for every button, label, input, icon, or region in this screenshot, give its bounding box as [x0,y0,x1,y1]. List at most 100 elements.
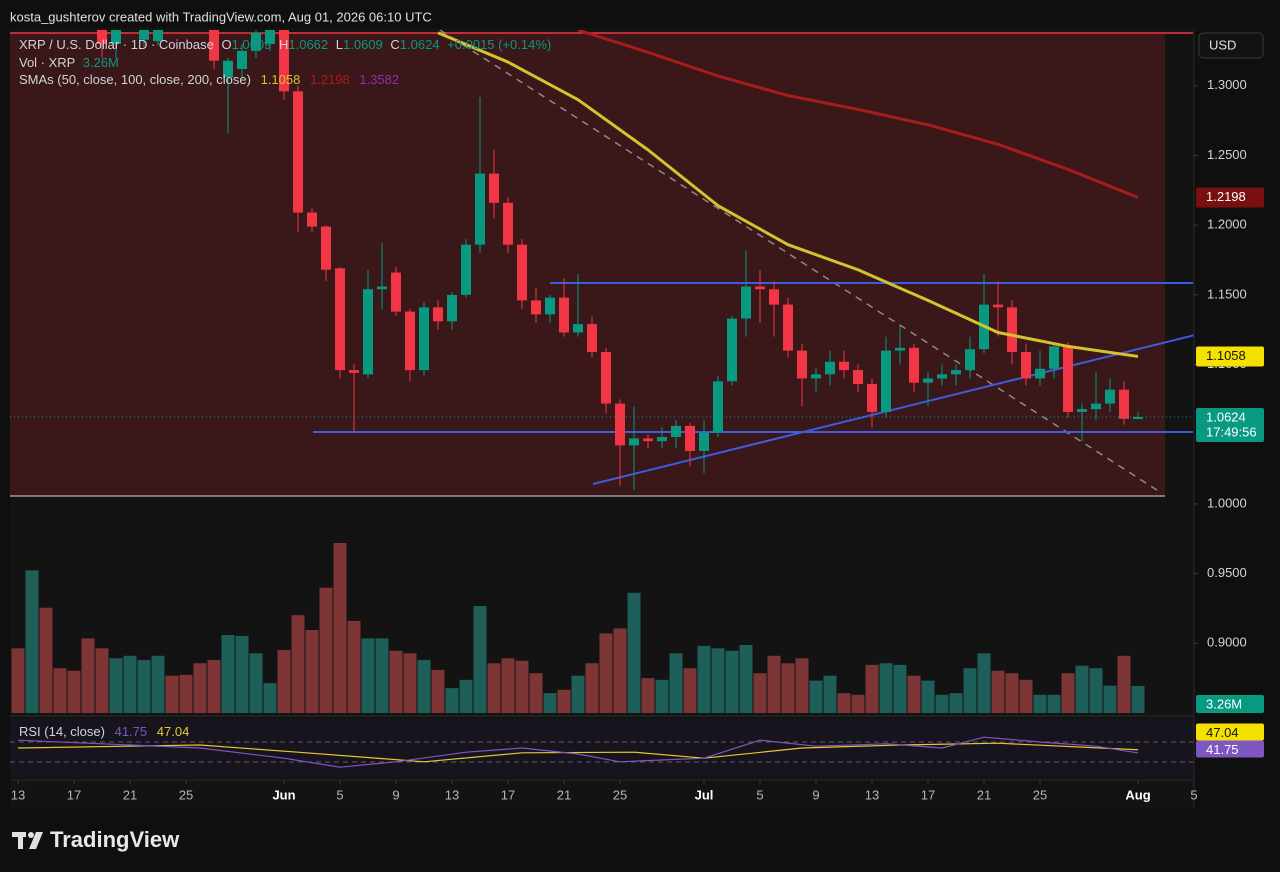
volume-bar [557,689,571,713]
price-badge [1196,695,1264,713]
low-value: 1.0609 [343,37,383,52]
candle-body [755,286,765,290]
volume-bar [711,648,725,713]
volume-bar [571,675,585,713]
rsi-legend: RSI (14, close) 41.75 47.04 [19,724,189,739]
rsi-label: RSI (14, close) [19,724,105,739]
volume-bar [935,694,949,713]
volume-bar [641,678,655,713]
x-tick-label: 25 [613,787,627,802]
volume-bar [137,659,151,713]
price-badge-label: 1.1058 [1206,348,1246,363]
candle-body [517,244,527,301]
price-badge [1196,346,1264,367]
symbol: XRP / U.S. Dollar · 1D · Coinbase [19,37,214,52]
zone [10,33,1165,496]
candle-body [895,347,905,351]
volume-bar [25,570,39,713]
candle-body [545,297,555,315]
sma-value: 1.2198 [310,72,350,87]
candle-body [853,370,863,385]
rsi-value: 41.75 [115,724,148,739]
volume-bar [95,648,109,713]
volume-bar [277,649,291,713]
y-tick-label: 1.3000 [1207,77,1247,92]
candle-body [265,30,275,44]
rsi-ma-value: 47.04 [157,724,190,739]
x-tick-label: Aug [1125,787,1150,802]
volume-bar [851,694,865,713]
o-label: O [221,37,231,52]
candle-body [447,294,457,322]
price-badge-label: 41.75 [1206,742,1239,757]
price-badge [1196,407,1264,442]
volume-bar [1089,668,1103,713]
volume-bar [627,592,641,713]
volume-bar [361,638,375,713]
volume-bar [1047,694,1061,713]
x-tick-label: 13 [445,787,459,802]
volume-bar [1019,679,1033,713]
l-label: L [336,37,343,52]
volume-bar [585,663,599,713]
currency-button[interactable] [1198,32,1264,59]
price-pane [10,30,1194,490]
y-tick-label: 0.9500 [1207,565,1247,580]
candle-body [405,311,415,371]
volume-bar [655,679,669,713]
rising-trendline [592,334,1194,485]
candle-body [909,347,919,383]
logo: TradingView [12,827,180,852]
x-tick-label: 5 [336,787,343,802]
volume-bar [1117,655,1131,713]
candle-body [881,350,891,412]
close-value: 1.0624 [400,37,440,52]
candle-body [349,370,359,373]
candle-body [97,30,107,44]
candle-body [671,425,681,438]
candle-body [797,350,807,379]
volume-bar [753,673,767,713]
volume-bar [249,653,263,713]
volume-bar [893,664,907,713]
candle-body [685,425,695,451]
candle-body [825,361,835,375]
volume-bar [235,635,249,713]
volume-bar [207,659,221,713]
x-tick-label: 13 [11,787,25,802]
candle-body [937,374,947,379]
x-tick-label: 21 [557,787,571,802]
x-tick-label: 13 [865,787,879,802]
volume-bar [1075,665,1089,713]
candle-body [321,226,331,270]
volume-bar [403,653,417,713]
candle-body [223,60,233,78]
logo-mark [28,832,34,838]
volume-bar [781,663,795,713]
candle-body [531,300,541,315]
x-tick-label: 25 [179,787,193,802]
volume-bar [543,693,557,713]
currency-label: USD [1209,37,1236,52]
logo-mark [29,832,43,849]
candle-body [307,212,317,227]
volume-bar [1005,673,1019,713]
candle-body [363,289,373,375]
candle-body [1021,351,1031,379]
sma-value: 1.1058 [261,72,301,87]
candle-body [629,438,639,446]
logo-text: TradingView [50,827,180,852]
y-tick-label: 0.9000 [1207,635,1247,650]
x-tick-label: 9 [392,787,399,802]
legend-row: Vol · XRP 3.26M [19,55,119,70]
candle-body [811,374,821,379]
volume-bar [1061,673,1075,713]
candle-body [475,173,485,245]
candle-body [279,30,289,92]
candle-body [461,244,471,295]
drawings [313,30,1194,493]
open-value: 1.0609 [232,37,272,52]
rsi-ma-line [17,742,1139,763]
x-tick-label: Jul [695,787,714,802]
volume-bar [53,668,67,713]
